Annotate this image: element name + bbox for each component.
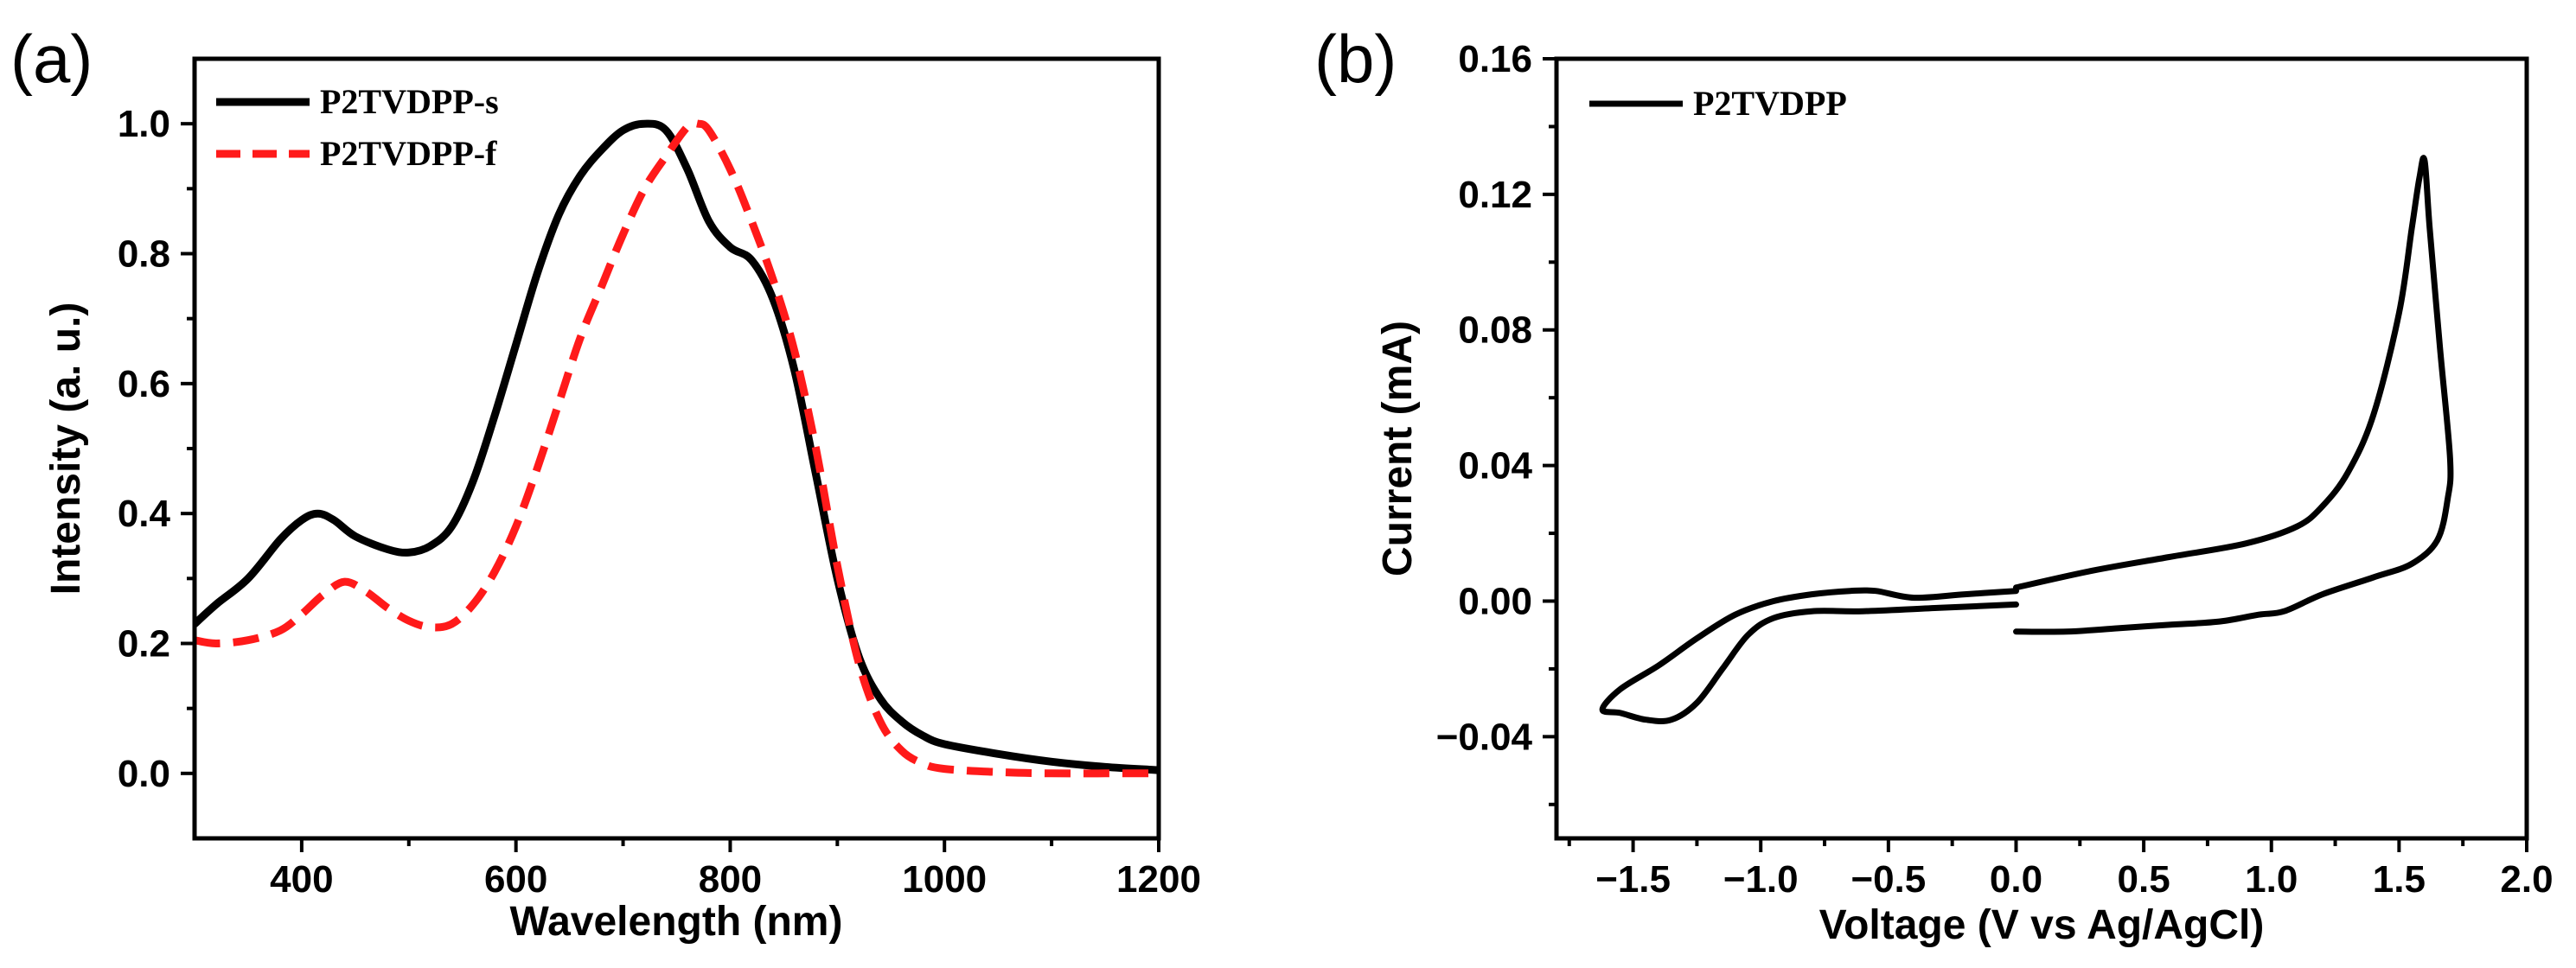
panel-a-x-axis-title: Wavelength (nm) bbox=[510, 899, 843, 945]
panel-b-series-p2tvdpp-cathodic bbox=[1599, 587, 2019, 724]
panel-b-series-group bbox=[1599, 155, 2454, 724]
panel-b-x-tick-label: 2.0 bbox=[2500, 858, 2553, 901]
panel-b-x-tick-label: 0.5 bbox=[2118, 858, 2170, 901]
panel-b-y-tick-label: 0.08 bbox=[1458, 309, 1532, 352]
panel-b-y-tick-label: 0.16 bbox=[1458, 38, 1532, 80]
panel-a-y-tick-label: 0.0 bbox=[118, 753, 170, 795]
legend-label-p2tvdpp-s: P2TVDPP-s bbox=[320, 82, 499, 121]
panel-a-y-tick-label: 0.2 bbox=[118, 623, 170, 666]
legend-label-p2tvdpp-f: P2TVDPP-f bbox=[320, 134, 497, 173]
panel-b-x-tick-label: −1.5 bbox=[1595, 858, 1671, 901]
panel-a-series-p2tvdpp-f bbox=[195, 118, 1159, 778]
panel-b-x-tick-label: 1.0 bbox=[2245, 858, 2298, 901]
panel-a-axis-ticks: 400 600 800 1000 1200 0.0 0.2 0.4 0.6 0.8 1.0 bbox=[118, 103, 1201, 901]
panel-a-absorption-chart: (a) 400 600 800 1000 12000.00.20.40.60.81.0 … bbox=[10, 21, 1201, 945]
panel-a-y-tick-label: 0.4 bbox=[118, 493, 171, 535]
panel-b-label: (b) bbox=[1314, 21, 1397, 97]
panel-b-y-tick-label: 0.12 bbox=[1458, 174, 1532, 216]
panel-a-legend: P2TVDPP-s P2TVDPP-f bbox=[216, 82, 499, 173]
panel-b-series-p2tvdpp bbox=[2013, 155, 2454, 635]
panel-a-x-tick-label: 1200 bbox=[1116, 858, 1201, 901]
panel-a-x-tick-label: 600 bbox=[484, 858, 547, 901]
panel-b-x-tick-label: 1.5 bbox=[2373, 858, 2426, 901]
legend-label-p2tvdpp: P2TVDPP bbox=[1693, 84, 1847, 123]
panel-b-x-tick-label: 0.0 bbox=[1990, 858, 2042, 901]
panel-a-series-group bbox=[195, 118, 1159, 778]
panel-a-x-tick-label: 400 bbox=[270, 858, 333, 901]
panel-b-x-axis-title: Voltage (V vs Ag/AgCl) bbox=[1819, 902, 2265, 948]
panel-b-y-axis-title: Current (mA) bbox=[1375, 321, 1421, 576]
panel-b-axis-ticks: −1.5 −1.0 −0.5 0.0 0.5 1.0 1.5 2.0 −0.04 0.00 0.04… bbox=[1436, 38, 2554, 901]
panel-a-y-tick-label: 0.6 bbox=[118, 363, 170, 405]
panel-a-x-tick-label: 800 bbox=[699, 858, 762, 901]
panel-b-x-tick-label: −1.0 bbox=[1723, 858, 1799, 901]
panel-a-label: (a) bbox=[10, 21, 93, 97]
panel-a-y-axis-title: Intensity (a. u.) bbox=[43, 302, 89, 595]
panel-b-y-tick-label: −0.04 bbox=[1436, 716, 1533, 758]
panel-b-y-tick-label: 0.00 bbox=[1458, 580, 1532, 622]
panel-b-legend: P2TVDPP bbox=[1589, 84, 1847, 123]
panel-a-x-tick-label: 1000 bbox=[902, 858, 987, 901]
panel-b-x-tick-label: −0.5 bbox=[1851, 858, 1926, 901]
panel-a-plot-frame bbox=[192, 56, 1161, 841]
panel-a-y-tick-label: 0.8 bbox=[118, 233, 170, 276]
panel-b-cv-chart: (b) −1.5 −1.0 −0.5 0.0 0.5 1.0 1.5 2.0 −0.04 0.00… bbox=[1314, 21, 2554, 948]
panel-a-series-p2tvdpp-s bbox=[195, 119, 1159, 774]
panel-b-plot-frame bbox=[1554, 56, 2529, 841]
panel-b-y-tick-label: 0.04 bbox=[1458, 445, 1532, 487]
panel-a-y-tick-label: 1.0 bbox=[118, 103, 170, 145]
